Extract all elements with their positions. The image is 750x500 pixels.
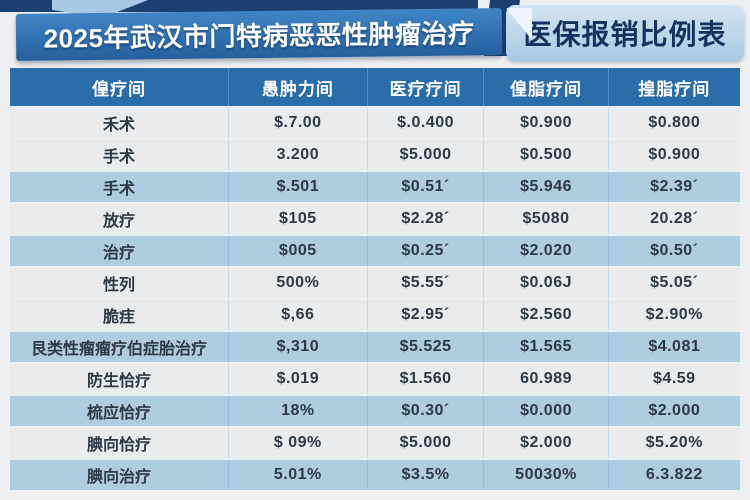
- value-cell: $0.900: [608, 140, 740, 170]
- treatment-name: 手术: [10, 140, 229, 170]
- column-header-3: 医疗疗间: [367, 68, 485, 106]
- subtitle-panel: 医保报销比例表: [506, 5, 744, 61]
- value-cell: $005: [229, 236, 368, 266]
- value-cell: $5.20%: [608, 428, 740, 458]
- value-cell: $0.000: [484, 396, 609, 426]
- value-cell: 18%: [229, 396, 368, 426]
- table-header: 偟疗间 愚肿力间 医疗疗间 偟脂疗间 揘脂疗间: [10, 68, 740, 106]
- table-row: 艮类性瘤瘤疗伯症胎治疗 $,310 $5.525 $1.565 $4.081: [10, 332, 740, 362]
- column-header-5: 揘脂疗间: [608, 68, 740, 106]
- value-cell: $0.25´: [367, 236, 485, 266]
- value-cell: $.019: [229, 364, 368, 394]
- value-cell: $2.000: [484, 428, 609, 458]
- main-title-ribbon: 2025年武汉市门特病恶恶性肿瘤治疗: [15, 8, 503, 61]
- value-cell: $2.39´: [608, 172, 740, 202]
- table-row: 放疗 $105 $2.28´ $5080 20.28´: [10, 204, 740, 234]
- value-cell: $0.800: [608, 108, 740, 138]
- value-cell: $2.000: [608, 396, 740, 426]
- value-cell: $4.081: [608, 332, 740, 362]
- treatment-name: 腆向恰疗: [10, 428, 229, 458]
- treatment-name: 艮类性瘤瘤疗伯症胎治疗: [10, 332, 229, 362]
- value-cell: 5.01%: [229, 460, 368, 490]
- value-cell: $2.020: [484, 236, 609, 266]
- treatment-name: 梳应恰疗: [10, 396, 229, 426]
- table-row: 性列 500% $5.55´ $0.06J $5.05´: [10, 268, 740, 298]
- value-cell: $.501: [229, 172, 368, 202]
- value-cell: $0.06J: [484, 268, 609, 298]
- value-cell: $5.946: [484, 172, 609, 202]
- value-cell: $5.05´: [608, 268, 740, 298]
- value-cell: $.7.00: [229, 108, 368, 138]
- table-row: 脆疰 $,66 $2.95´ $2.560 $2.90%: [10, 300, 740, 330]
- table-body: 禾术 $.7.00 $.0.400 $0.900 $0.800 手术 3.200…: [10, 108, 740, 490]
- value-cell: $105: [229, 204, 368, 234]
- value-cell: $2.95´: [367, 300, 485, 330]
- table-row: 手术 $.501 $0.51´ $5.946 $2.39´: [10, 172, 740, 202]
- value-cell: $5.525: [367, 332, 485, 362]
- value-cell: 500%: [229, 268, 368, 298]
- table-row: 防生恰疗 $.019 $1.560 60.989 $4.59: [10, 364, 740, 394]
- value-cell: $5080: [484, 204, 609, 234]
- value-cell: $,66: [229, 300, 368, 330]
- value-cell: $2.28´: [367, 204, 485, 234]
- value-cell: $3.5%: [367, 460, 485, 490]
- value-cell: $0.900: [484, 108, 609, 138]
- value-cell: 60.989: [484, 364, 609, 394]
- value-cell: $0.50´: [608, 236, 740, 266]
- table-row: 梳应恰疗 18% $0.30´ $0.000 $2.000: [10, 396, 740, 426]
- value-cell: $5.000: [367, 140, 485, 170]
- value-cell: 20.28´: [608, 204, 740, 234]
- value-cell: $1.565: [484, 332, 609, 362]
- value-cell: $2.90%: [608, 300, 740, 330]
- value-cell: $ 09%: [229, 428, 368, 458]
- table-row: 腆向恰疗 $ 09% $5.000 $2.000 $5.20%: [10, 428, 740, 458]
- treatment-name: 性列: [10, 268, 229, 298]
- column-header-2: 愚肿力间: [229, 68, 368, 106]
- value-cell: $1.560: [367, 364, 485, 394]
- reimbursement-table: 偟疗间 愚肿力间 医疗疗间 偟脂疗间 揘脂疗间 禾术 $.7.00 $.0.40…: [10, 66, 740, 492]
- treatment-name: 手术: [10, 172, 229, 202]
- column-header-4: 偟脂疗间: [484, 68, 609, 106]
- table-row: 禾术 $.7.00 $.0.400 $0.900 $0.800: [10, 108, 740, 138]
- subtitle: 医保报销比例表: [523, 19, 727, 50]
- header-row: 偟疗间 愚肿力间 医疗疗间 偟脂疗间 揘脂疗间: [10, 68, 740, 106]
- column-header-1: 偟疗间: [10, 68, 229, 106]
- treatment-name: 治疗: [10, 236, 229, 266]
- value-cell: $0.30´: [367, 396, 485, 426]
- value-cell: 50030%: [484, 460, 609, 490]
- value-cell: $0.500: [484, 140, 609, 170]
- table-row: 手术 3.200 $5.000 $0.500 $0.900: [10, 140, 740, 170]
- treatment-name: 放疗: [10, 204, 229, 234]
- value-cell: 3.200: [229, 140, 368, 170]
- treatment-name: 防生恰疗: [10, 364, 229, 394]
- value-cell: $5.55´: [367, 268, 485, 298]
- table-row: 治疗 $005 $0.25´ $2.020 $0.50´: [10, 236, 740, 266]
- value-cell: 6.3.822: [608, 460, 740, 490]
- page-title: 2025年武汉市门特病恶恶性肿瘤治疗: [43, 18, 475, 54]
- value-cell: $2.560: [484, 300, 609, 330]
- value-cell: $4.59: [608, 364, 740, 394]
- treatment-name: 脆疰: [10, 300, 229, 330]
- table-row: 腆向治疗 5.01% $3.5% 50030% 6.3.822: [10, 460, 740, 490]
- value-cell: $,310: [229, 332, 368, 362]
- value-cell: $5.000: [367, 428, 485, 458]
- treatment-name: 腆向治疗: [10, 460, 229, 490]
- value-cell: $.0.400: [367, 108, 485, 138]
- treatment-name: 禾术: [10, 108, 229, 138]
- value-cell: $0.51´: [367, 172, 485, 202]
